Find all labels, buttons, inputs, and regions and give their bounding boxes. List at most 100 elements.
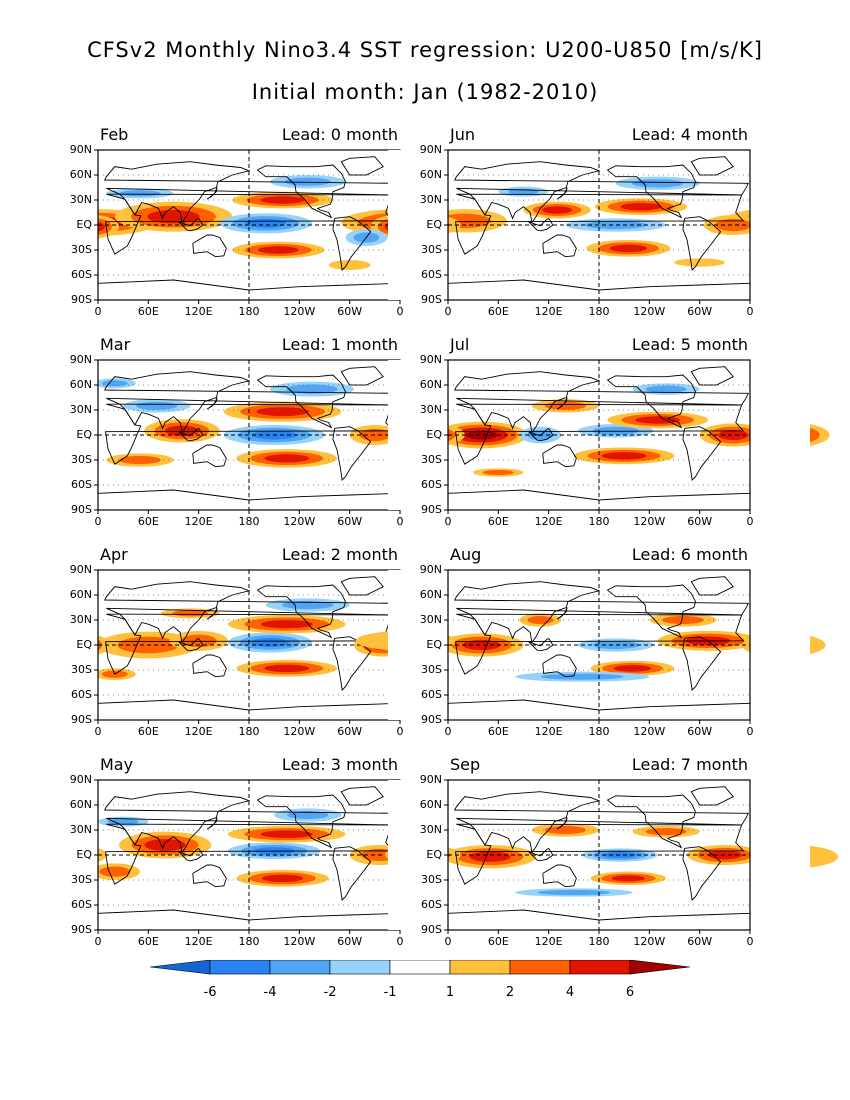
coastline bbox=[206, 607, 218, 620]
anomaly-contour bbox=[328, 260, 371, 270]
lat-tick-label: 90S bbox=[71, 293, 92, 306]
coastline bbox=[556, 397, 568, 410]
chart-subtitle: Initial month: Jan (1982-2010) bbox=[251, 80, 599, 104]
lon-tick-label: 0 bbox=[746, 725, 754, 738]
panel-lead: Lead: 6 month bbox=[631, 545, 748, 564]
anomaly-contour bbox=[482, 469, 514, 476]
anomaly-contour bbox=[584, 220, 647, 230]
colorbar-label: 2 bbox=[505, 985, 515, 1000]
colorbar-label: -1 bbox=[383, 985, 397, 1000]
lat-tick-label: 60N bbox=[419, 798, 442, 811]
lat-tick-label: 90N bbox=[69, 143, 92, 156]
anomaly-contour bbox=[262, 874, 304, 883]
lat-tick-label: 60N bbox=[69, 168, 92, 181]
anomaly-contour bbox=[251, 638, 289, 647]
lat-tick-label: 90S bbox=[421, 293, 442, 306]
lon-tick-label: 180 bbox=[238, 725, 260, 738]
panel-lead: Lead: 4 month bbox=[631, 125, 748, 144]
coastline bbox=[453, 581, 750, 644]
lat-tick-label: EQ bbox=[76, 428, 92, 441]
anomaly-contour bbox=[101, 380, 128, 387]
lon-tick-label: 120W bbox=[283, 515, 316, 528]
lon-tick-label: 0 bbox=[444, 935, 452, 948]
lat-tick-label: 90S bbox=[71, 503, 92, 516]
coastline bbox=[257, 164, 346, 219]
coastline bbox=[556, 607, 568, 620]
chart-title: CFSv2 Monthly Nino3.4 SST regression: U2… bbox=[87, 38, 763, 62]
lon-tick-label: 120E bbox=[534, 515, 563, 528]
panel-month: Apr bbox=[100, 545, 128, 564]
colorbar-segment bbox=[209, 960, 271, 975]
anomaly-contour bbox=[119, 455, 161, 465]
coastline bbox=[682, 426, 722, 481]
map-plot bbox=[385, 779, 839, 934]
lon-tick-label: 0 bbox=[444, 725, 452, 738]
coastline bbox=[447, 279, 751, 291]
map-plot bbox=[38, 779, 460, 934]
anomaly-contour bbox=[260, 196, 305, 204]
anomaly-contour bbox=[260, 830, 313, 838]
map-panel: 90N 60N 30N EQ 30S 60S 90S 0 60E 120E 180 120W 60W 0 M… bbox=[38, 755, 460, 948]
coastline bbox=[332, 216, 372, 271]
anomaly-contour bbox=[284, 177, 331, 186]
colorbar-label: -6 bbox=[203, 985, 217, 1000]
lon-tick-label: 120E bbox=[534, 305, 563, 318]
lat-tick-label: 90S bbox=[421, 713, 442, 726]
lon-tick-label: 60W bbox=[337, 305, 363, 318]
coastline bbox=[447, 909, 751, 921]
lat-tick-label: 30S bbox=[421, 453, 442, 466]
anomaly-contour bbox=[287, 810, 329, 820]
colorbar-segment bbox=[629, 960, 691, 975]
lon-tick-label: 120E bbox=[184, 305, 213, 318]
coastline bbox=[340, 366, 384, 386]
lon-tick-label: 60W bbox=[687, 515, 713, 528]
lat-tick-label: 60N bbox=[69, 588, 92, 601]
lat-tick-label: 60S bbox=[71, 688, 92, 701]
lon-tick-label: 60E bbox=[137, 305, 159, 318]
panel-lead: Lead: 7 month bbox=[631, 755, 748, 774]
lon-tick-label: 180 bbox=[588, 935, 610, 948]
lat-tick-label: 30N bbox=[69, 403, 92, 416]
colorbar bbox=[150, 960, 691, 975]
map-plot bbox=[388, 149, 810, 304]
lat-tick-label: 30S bbox=[421, 873, 442, 886]
coastline bbox=[192, 864, 227, 888]
coastline bbox=[690, 576, 734, 596]
anomaly-contour bbox=[631, 179, 684, 188]
lat-tick-label: 30S bbox=[71, 453, 92, 466]
coastline bbox=[542, 654, 577, 678]
lat-tick-label: 90N bbox=[69, 563, 92, 576]
lat-tick-label: 90S bbox=[421, 923, 442, 936]
colorbar-segment bbox=[150, 960, 211, 975]
lat-tick-label: 90N bbox=[419, 773, 442, 786]
anomaly-contour bbox=[537, 889, 610, 896]
anomaly-contour bbox=[609, 244, 648, 253]
lat-tick-label: 90N bbox=[419, 563, 442, 576]
colorbar-label: 4 bbox=[565, 985, 575, 1000]
coastline bbox=[447, 699, 751, 711]
coastline bbox=[340, 156, 384, 176]
anomaly-contour bbox=[718, 429, 749, 441]
lon-tick-label: 0 bbox=[746, 515, 754, 528]
coastline bbox=[332, 426, 372, 481]
lon-tick-label: 0 bbox=[94, 515, 102, 528]
anomaly-contour bbox=[264, 664, 310, 673]
lon-tick-label: 180 bbox=[588, 725, 610, 738]
map-panel: 90N 60N 30N EQ 30S 60S 90S 0 60E 120E 180 120W 60W 0 A… bbox=[38, 545, 460, 738]
map-plot bbox=[355, 569, 826, 724]
lon-tick-label: 60E bbox=[137, 935, 159, 948]
lat-tick-label: 60N bbox=[69, 798, 92, 811]
lat-tick-label: 60S bbox=[71, 478, 92, 491]
coastline bbox=[607, 164, 696, 219]
coastline bbox=[556, 817, 568, 830]
lon-tick-label: 120W bbox=[283, 725, 316, 738]
lat-tick-label: 60S bbox=[421, 478, 442, 491]
coastline bbox=[192, 234, 227, 258]
map-panel: 90N 60N 30N EQ 30S 60S 90S 0 60E 120E 180 120W 60W 0 S… bbox=[385, 755, 839, 948]
coastline bbox=[178, 217, 204, 232]
lat-tick-label: 30S bbox=[71, 243, 92, 256]
panel-month: Feb bbox=[100, 125, 129, 144]
map-plot bbox=[388, 359, 830, 514]
anomaly-contour bbox=[99, 866, 131, 877]
lat-tick-label: EQ bbox=[426, 218, 442, 231]
